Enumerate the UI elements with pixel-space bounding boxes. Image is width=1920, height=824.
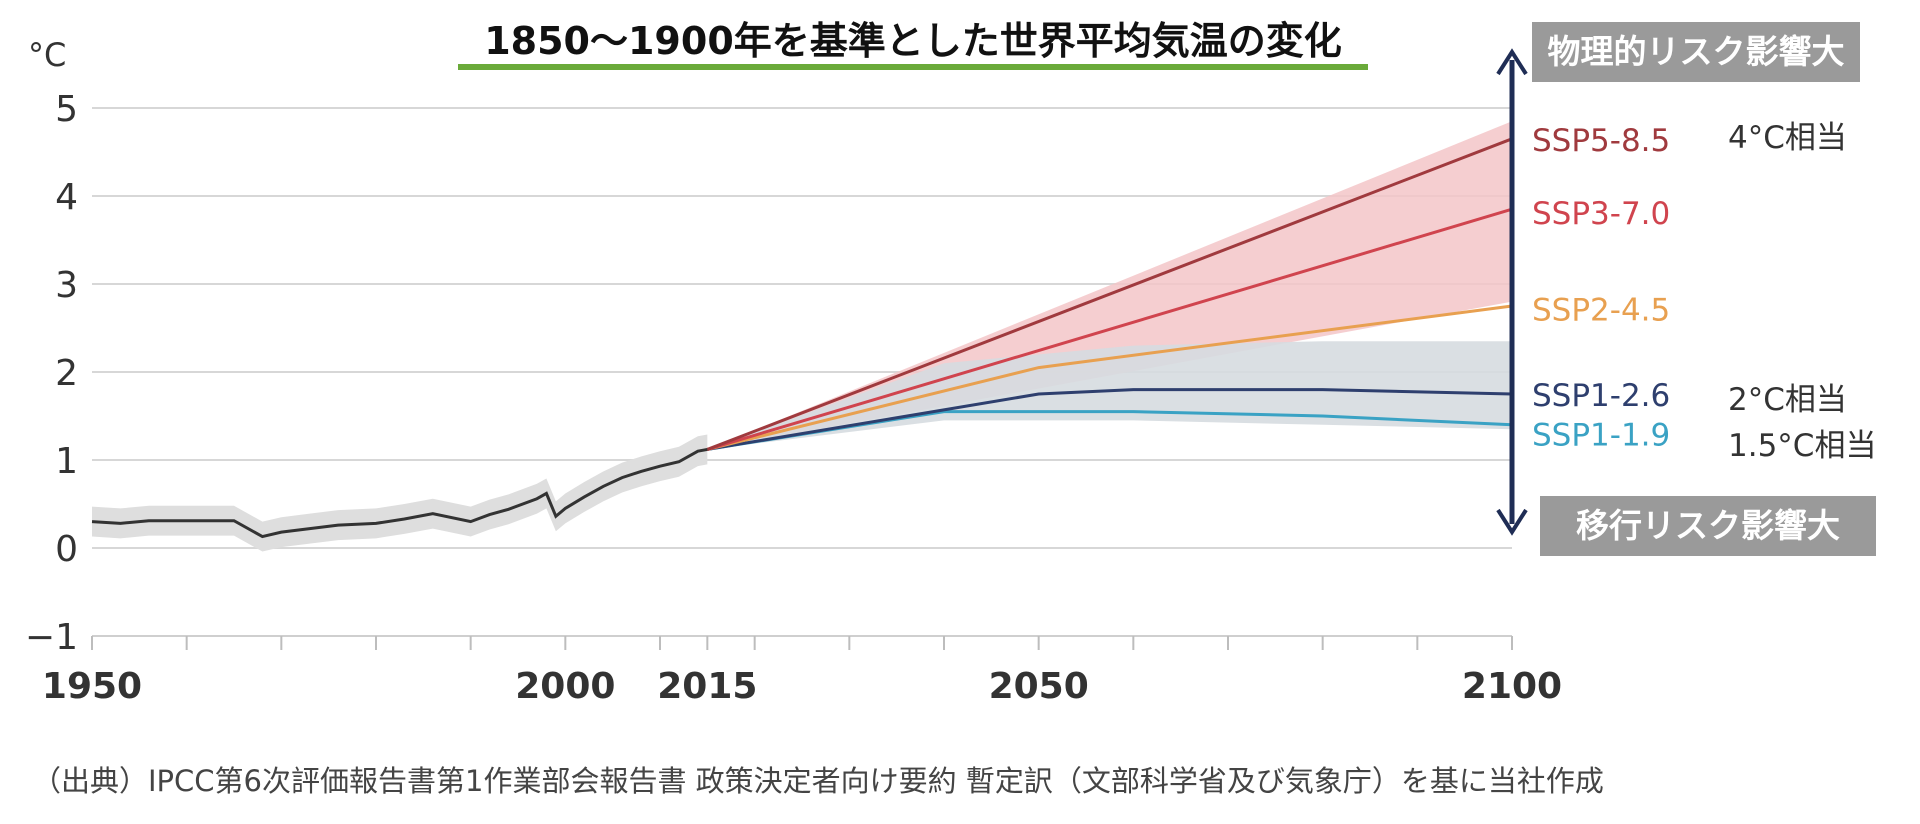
- series-labels: SSP5-8.5 SSP3-7.0 SSP2-4.5 SSP1-2.6 SSP1-1.9: [1532, 123, 1670, 454]
- series-lines: [91, 137, 1513, 539]
- x-tick-label: 2015: [657, 666, 757, 707]
- series-label-ssp2-4-5: SSP2-4.5: [1532, 293, 1670, 329]
- line-ssp3-7-0: [706, 207, 1513, 451]
- uncertainty-bands: [92, 121, 1512, 552]
- y-tick-label: 1: [55, 441, 78, 482]
- physical-risk-box: 物理的リスク影響大: [1532, 22, 1860, 82]
- y-tick-label: 3: [55, 265, 78, 306]
- series-label-ssp1-2-6: SSP1-2.6: [1532, 378, 1670, 414]
- x-tick-label: 2000: [515, 666, 615, 707]
- y-tick-label: 5: [55, 89, 78, 130]
- series-label-ssp1-1-9: SSP1-1.9: [1532, 418, 1670, 454]
- arrow-head-down: [1496, 508, 1528, 536]
- series-label-ssp5-8-5: SSP5-8.5: [1532, 123, 1670, 159]
- band-ssp1-2-6-ssp1-1-9-range: [707, 341, 1512, 450]
- band-ssp3-7-0-ssp5-8-5-range: [707, 121, 1512, 450]
- x-tick-label: 2100: [1462, 666, 1562, 707]
- source-note: （出典）IPCC第6次評価報告書第1作業部会報告書 政策決定者向け要約 暫定訳（…: [32, 764, 1604, 798]
- y-unit-label: °C: [28, 36, 66, 74]
- y-tick-label: −1: [25, 617, 78, 658]
- ssp119-equivalent: 1.5°C相当: [1728, 428, 1877, 464]
- y-axis-ticks: −1 0 1 2 3 4 5: [25, 89, 78, 658]
- ssp126-equivalent: 2°C相当: [1728, 382, 1847, 418]
- x-axis: 1950 2000 2015 2050 2100: [42, 635, 1562, 707]
- y-tick-label: 2: [55, 353, 78, 394]
- grid-lines: [92, 107, 1512, 549]
- series-label-ssp3-7-0: SSP3-7.0: [1532, 196, 1670, 232]
- transition-risk-box: 移行リスク影響大: [1540, 496, 1876, 556]
- historical-range-band: [92, 434, 708, 552]
- arrow-head-up: [1496, 48, 1528, 76]
- line-ssp5-8-5: [706, 137, 1513, 451]
- y-tick-label: 0: [55, 529, 78, 570]
- x-tick-label: 2050: [989, 666, 1089, 707]
- line-historical: [91, 447, 708, 539]
- y-tick-label: 4: [55, 177, 78, 218]
- line-ssp2-4-5: [706, 304, 1513, 451]
- title-underline: [458, 64, 1368, 70]
- line-ssp1-2-6: [707, 388, 1513, 451]
- chart-title: 1850～1900年を基準とした世界平均気温の変化: [484, 19, 1342, 63]
- x-tick-label: 1950: [42, 666, 142, 707]
- risk-arrow: [1496, 48, 1528, 536]
- ssp585-equivalent: 4°C相当: [1728, 120, 1847, 156]
